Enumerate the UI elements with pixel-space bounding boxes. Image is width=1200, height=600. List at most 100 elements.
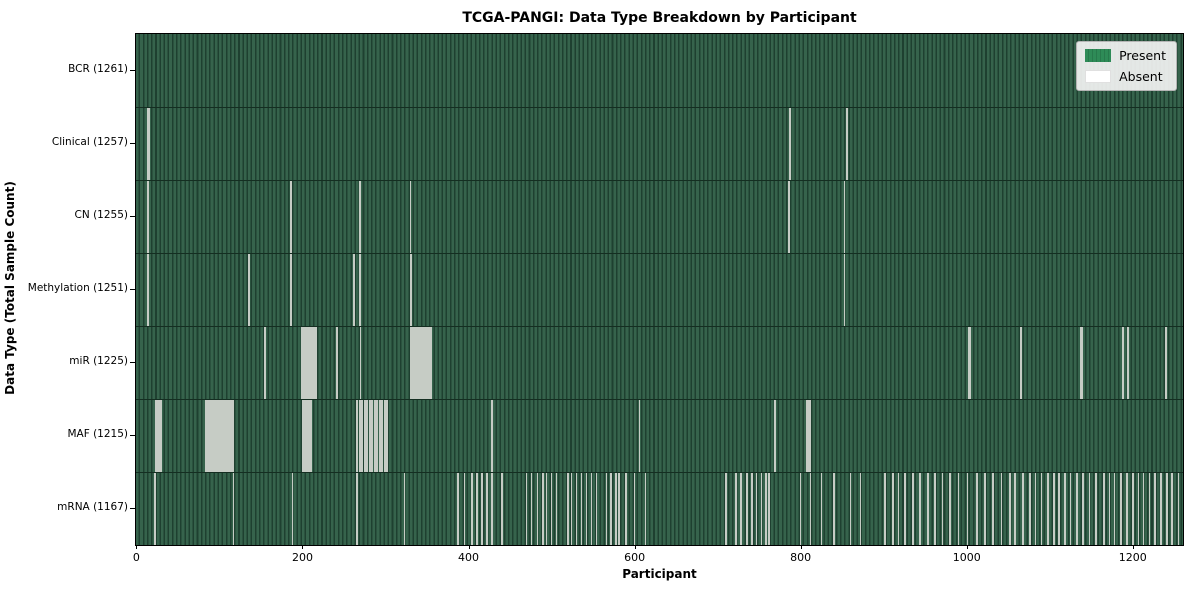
xtick-mark bbox=[966, 545, 968, 549]
legend-entry-present: Present bbox=[1085, 48, 1166, 63]
absent-mark bbox=[148, 108, 150, 180]
absent-mark bbox=[891, 473, 894, 545]
absent-mark bbox=[228, 400, 231, 472]
absent-mark bbox=[490, 473, 493, 545]
absent-mark bbox=[846, 108, 848, 180]
absent-mark bbox=[426, 327, 429, 399]
legend-present-label: Present bbox=[1119, 48, 1166, 63]
xtick-label-600: 600 bbox=[624, 551, 646, 564]
absent-mark bbox=[580, 473, 583, 545]
absent-mark bbox=[1081, 327, 1083, 399]
ytick-label-CN: CN (1255) bbox=[74, 209, 128, 221]
absent-mark bbox=[617, 473, 620, 545]
xtick-label-800: 800 bbox=[790, 551, 812, 564]
absent-mark bbox=[1082, 473, 1084, 545]
absent-mark bbox=[206, 400, 209, 472]
absent-mark bbox=[413, 327, 416, 399]
absent-mark bbox=[309, 400, 311, 472]
absent-mark bbox=[884, 473, 887, 545]
absent-mark bbox=[221, 400, 224, 472]
absent-mark bbox=[215, 400, 217, 472]
plot-area: Present Absent bbox=[135, 33, 1184, 546]
absent-mark bbox=[725, 473, 727, 545]
absent-mark bbox=[216, 400, 219, 472]
absent-mark bbox=[205, 400, 207, 472]
ytick-mark bbox=[130, 361, 135, 363]
absent-mark bbox=[1022, 473, 1024, 545]
absent-mark bbox=[530, 473, 533, 545]
ytick-label-Methylation: Methylation (1251) bbox=[27, 282, 128, 294]
absent-mark bbox=[358, 400, 361, 472]
absent-mark bbox=[155, 400, 158, 472]
absent-mark bbox=[430, 327, 432, 399]
absent-mark bbox=[1019, 327, 1022, 399]
absent-mark bbox=[248, 254, 251, 326]
xtick-mark bbox=[800, 545, 802, 549]
absent-mark bbox=[644, 473, 647, 545]
absent-mark bbox=[740, 473, 742, 545]
absent-mark bbox=[353, 254, 355, 326]
absent-mark bbox=[633, 473, 636, 545]
absent-mark bbox=[428, 327, 431, 399]
absent-mark bbox=[157, 400, 159, 472]
legend-absent-label: Absent bbox=[1119, 69, 1163, 84]
absent-mark bbox=[289, 254, 292, 326]
absent-mark bbox=[480, 473, 483, 545]
absent-mark bbox=[220, 400, 222, 472]
absent-mark bbox=[1177, 473, 1180, 545]
absent-mark bbox=[1113, 473, 1116, 545]
absent-mark bbox=[1160, 473, 1162, 545]
absent-mark bbox=[359, 327, 362, 399]
absent-mark bbox=[1127, 327, 1130, 399]
absent-mark bbox=[376, 400, 379, 472]
absent-mark bbox=[926, 473, 929, 545]
absent-mark bbox=[160, 400, 163, 472]
absent-mark bbox=[966, 473, 969, 545]
absent-mark bbox=[545, 473, 548, 545]
absent-mark bbox=[843, 254, 846, 326]
absent-mark bbox=[859, 473, 862, 545]
absent-mark bbox=[897, 473, 900, 545]
absent-mark bbox=[311, 327, 314, 399]
absent-mark bbox=[1034, 473, 1037, 545]
absent-mark bbox=[789, 108, 791, 180]
absent-mark bbox=[361, 400, 364, 472]
x-axis-label: Participant bbox=[622, 567, 697, 581]
xtick-label-200: 200 bbox=[291, 551, 313, 564]
ytick-label-Clinical: Clinical (1257) bbox=[51, 136, 128, 148]
absent-mark bbox=[1028, 473, 1031, 545]
absent-mark bbox=[638, 400, 641, 472]
absent-mark bbox=[808, 400, 811, 472]
row-mRNA bbox=[136, 472, 1183, 545]
absent-mark bbox=[210, 400, 212, 472]
absent-mark bbox=[1120, 473, 1122, 545]
absent-mark bbox=[750, 473, 753, 545]
xtick-label-1000: 1000 bbox=[952, 551, 981, 564]
absent-mark bbox=[289, 181, 292, 253]
absent-mark bbox=[415, 327, 418, 399]
absent-mark bbox=[310, 400, 313, 472]
absent-mark bbox=[957, 473, 960, 545]
row-Clinical bbox=[136, 107, 1183, 180]
absent-mark bbox=[336, 327, 339, 399]
absent-mark bbox=[264, 327, 266, 399]
absent-mark bbox=[550, 473, 553, 545]
row-CN bbox=[136, 180, 1183, 253]
absent-mark bbox=[485, 473, 488, 545]
absent-mark bbox=[378, 400, 381, 472]
absent-mark bbox=[1165, 473, 1168, 545]
absent-mark bbox=[373, 400, 376, 472]
row-Methylation bbox=[136, 253, 1183, 326]
absent-mark bbox=[423, 327, 426, 399]
absent-mark bbox=[231, 400, 234, 472]
absent-mark bbox=[1014, 473, 1016, 545]
absent-mark bbox=[1009, 473, 1011, 545]
absent-mark bbox=[1058, 473, 1060, 545]
absent-mark bbox=[934, 473, 936, 545]
absent-mark bbox=[307, 400, 310, 472]
absent-mark bbox=[226, 400, 229, 472]
absent-mark bbox=[809, 473, 812, 545]
absent-mark bbox=[1137, 473, 1140, 545]
present-swatch-icon bbox=[1085, 49, 1112, 62]
